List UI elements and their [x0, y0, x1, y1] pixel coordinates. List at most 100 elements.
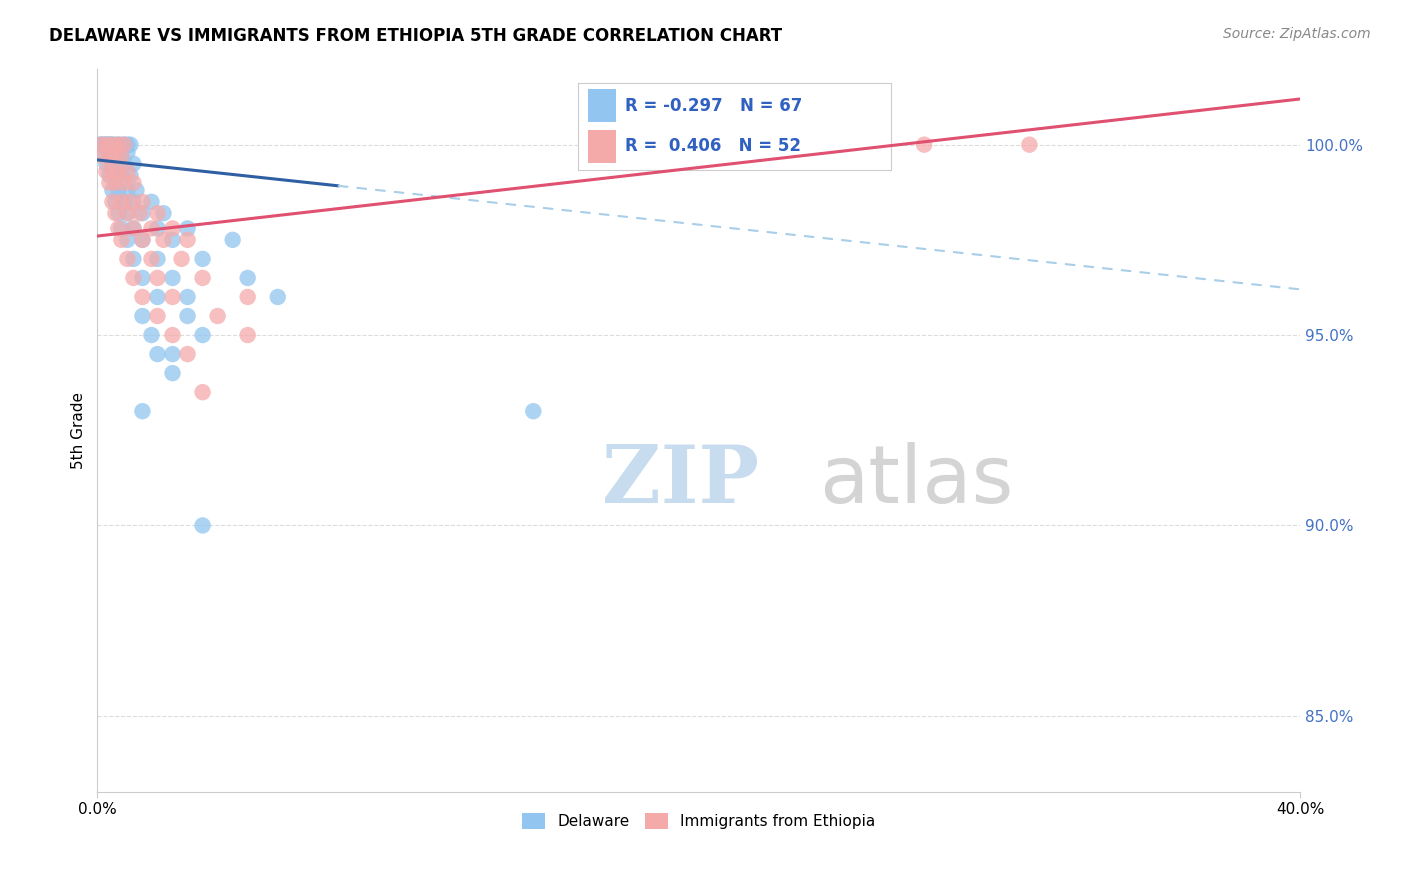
Point [104, 194, 127, 209]
Point [191, 271, 214, 285]
Point [191, 385, 214, 400]
Point [110, 221, 132, 235]
Point [141, 328, 163, 343]
Point [131, 271, 153, 285]
Point [107, 164, 129, 178]
Point [152, 233, 174, 247]
Point [162, 290, 184, 304]
Point [146, 221, 169, 235]
Point [117, 233, 139, 247]
Point [101, 194, 124, 209]
Point [89, 137, 111, 152]
Point [117, 145, 139, 160]
Point [104, 168, 127, 182]
Point [267, 290, 290, 304]
Point [107, 221, 129, 235]
Point [104, 145, 127, 160]
Point [96, 137, 118, 152]
Point [146, 252, 169, 266]
Point [110, 233, 132, 247]
Point [101, 137, 124, 152]
Point [98, 168, 121, 182]
Point [107, 183, 129, 197]
Point [117, 137, 139, 152]
Point [122, 221, 145, 235]
Point [100, 137, 122, 152]
Point [107, 206, 129, 220]
Point [146, 206, 169, 220]
Point [93, 145, 115, 160]
Point [162, 347, 184, 361]
Point [107, 157, 129, 171]
Point [117, 164, 139, 178]
Point [131, 206, 153, 220]
Point [120, 137, 142, 152]
Point [117, 206, 139, 220]
Point [104, 206, 127, 220]
Point [131, 404, 153, 418]
Point [90, 137, 112, 152]
Point [146, 347, 169, 361]
Point [146, 309, 169, 323]
Point [170, 252, 193, 266]
Point [141, 221, 163, 235]
Point [122, 252, 145, 266]
Point [522, 404, 544, 418]
Point [120, 194, 142, 209]
Point [120, 168, 142, 182]
Point [221, 233, 243, 247]
Point [110, 145, 132, 160]
Point [107, 137, 129, 152]
Point [117, 206, 139, 220]
Point [176, 221, 198, 235]
Point [236, 328, 259, 343]
Point [176, 233, 198, 247]
Point [110, 149, 132, 163]
Text: DELAWARE VS IMMIGRANTS FROM ETHIOPIA 5TH GRADE CORRELATION CHART: DELAWARE VS IMMIGRANTS FROM ETHIOPIA 5TH… [49, 27, 782, 45]
Point [98, 145, 121, 160]
Point [117, 252, 139, 266]
Point [112, 137, 135, 152]
Point [162, 271, 184, 285]
Point [89, 137, 111, 152]
Point [112, 176, 135, 190]
Point [146, 290, 169, 304]
Point [104, 176, 127, 190]
Point [162, 221, 184, 235]
Point [112, 157, 135, 171]
Point [162, 233, 184, 247]
Point [236, 290, 259, 304]
Point [191, 328, 214, 343]
Point [176, 309, 198, 323]
Point [131, 233, 153, 247]
Point [117, 183, 139, 197]
Point [912, 137, 935, 152]
Point [122, 157, 145, 171]
Point [96, 157, 118, 171]
Point [97, 137, 120, 152]
Text: Source: ZipAtlas.com: Source: ZipAtlas.com [1223, 27, 1371, 41]
Point [207, 309, 229, 323]
Point [96, 164, 118, 178]
Point [101, 183, 124, 197]
Point [122, 271, 145, 285]
Point [191, 252, 214, 266]
Point [176, 347, 198, 361]
Point [104, 137, 127, 152]
Point [162, 328, 184, 343]
Point [112, 194, 135, 209]
Point [131, 194, 153, 209]
Point [176, 290, 198, 304]
Point [94, 137, 117, 152]
Point [125, 183, 148, 197]
Point [93, 149, 115, 163]
Point [110, 168, 132, 182]
Point [141, 194, 163, 209]
Point [122, 176, 145, 190]
Point [146, 271, 169, 285]
Point [122, 194, 145, 209]
Legend: Delaware, Immigrants from Ethiopia: Delaware, Immigrants from Ethiopia [516, 806, 882, 835]
Point [101, 157, 124, 171]
Point [162, 366, 184, 380]
Point [152, 206, 174, 220]
